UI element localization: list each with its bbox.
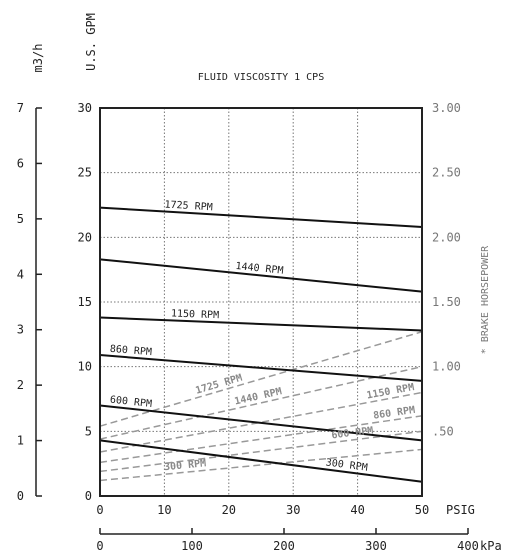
x-tick-label-psig: 0 (96, 503, 103, 517)
y-tick-label-hp: 1.50 (432, 295, 461, 309)
y-tick-label-gpm: 15 (78, 295, 92, 309)
x-axis-label-psig: PSIG (446, 503, 475, 517)
flow-curve-label: 300 RPM (325, 457, 368, 473)
x-tick-label-kpa: 100 (181, 539, 203, 553)
y-tick-label-hp: 2.50 (432, 166, 461, 180)
x-tick-label-psig: 40 (350, 503, 364, 517)
flow-curve-label: 860 RPM (109, 344, 152, 358)
x-axis-label-kpa: kPa (480, 539, 502, 553)
y-tick-label-gpm: 30 (78, 101, 92, 115)
y-axis-label-hp: * BRAKE HORSEPOWER (480, 245, 491, 354)
horsepower-curve-label: 1440 RPM (233, 386, 282, 407)
flow-curve-label: 600 RPM (109, 395, 152, 410)
flow-curve (99, 316, 423, 332)
x-tick-label-psig: 30 (286, 503, 300, 517)
x-tick-label-psig: 50 (415, 503, 429, 517)
y-tick-label-hp: 2.00 (432, 230, 461, 244)
y-axis-label-gpm: U.S. GPM (84, 13, 98, 71)
horsepower-curve-label: 1150 RPM (366, 382, 415, 402)
flow-curve (99, 404, 423, 442)
x-tick-label-kpa: 200 (273, 539, 295, 553)
x-tick-label-kpa: 300 (365, 539, 387, 553)
y-tick-label-m3h: 1 (17, 434, 24, 448)
y-tick-label-m3h: 3 (17, 323, 24, 337)
horsepower-curve-label: 600 RPM (331, 425, 374, 441)
flow-curve (99, 258, 423, 293)
x-tick-label-kpa: 0 (96, 539, 103, 553)
y-tick-label-hp: 3.00 (432, 101, 461, 115)
flow-curve-label: 1150 RPM (171, 308, 220, 321)
horsepower-curve (99, 448, 423, 482)
horsepower-curve-label: 300 RPM (164, 458, 207, 473)
horsepower-curve (99, 430, 423, 473)
y-tick-label-gpm: 25 (78, 166, 92, 180)
y-tick-label-hp: 1.00 (432, 360, 461, 374)
y-tick-label-gpm: 20 (78, 230, 92, 244)
y-tick-label-m3h: 5 (17, 212, 24, 226)
y-axis-label-m3h: m3/h (31, 44, 45, 73)
y-tick-label-m3h: 0 (17, 489, 24, 503)
x-tick-label-psig: 10 (157, 503, 171, 517)
y-tick-label-m3h: 2 (17, 378, 24, 392)
y-tick-label-m3h: 6 (17, 156, 24, 170)
flow-curve-label: 1440 RPM (235, 261, 284, 277)
x-tick-label-kpa: 400 (457, 539, 479, 553)
flow-curve (99, 354, 423, 382)
horsepower-curve (99, 365, 423, 440)
horsepower-curve-label: 1725 RPM (194, 373, 243, 397)
y-tick-label-m3h: 7 (17, 101, 24, 115)
flow-curves (99, 206, 423, 483)
y-tick-label-hp: .50 (432, 424, 454, 438)
x-tick-label-psig: 20 (222, 503, 236, 517)
y-tick-label-gpm: 5 (85, 424, 92, 438)
plot-frame (99, 107, 423, 497)
flow-curve-label: 1725 RPM (164, 199, 213, 213)
chart-title: FLUID VISCOSITY 1 CPS (198, 72, 324, 83)
y-tick-label-gpm: 10 (78, 360, 92, 374)
flow-curve (99, 206, 423, 228)
grid (100, 108, 422, 496)
axes: 0 5 10 15 20 25 30 .50 1.00 1.50 2.00 2.50 3.00 0 1 2 3 4… (17, 101, 502, 553)
flow-curve (99, 439, 423, 483)
y-tick-label-gpm: 0 (85, 489, 92, 503)
y-tick-label-m3h: 4 (17, 267, 24, 281)
